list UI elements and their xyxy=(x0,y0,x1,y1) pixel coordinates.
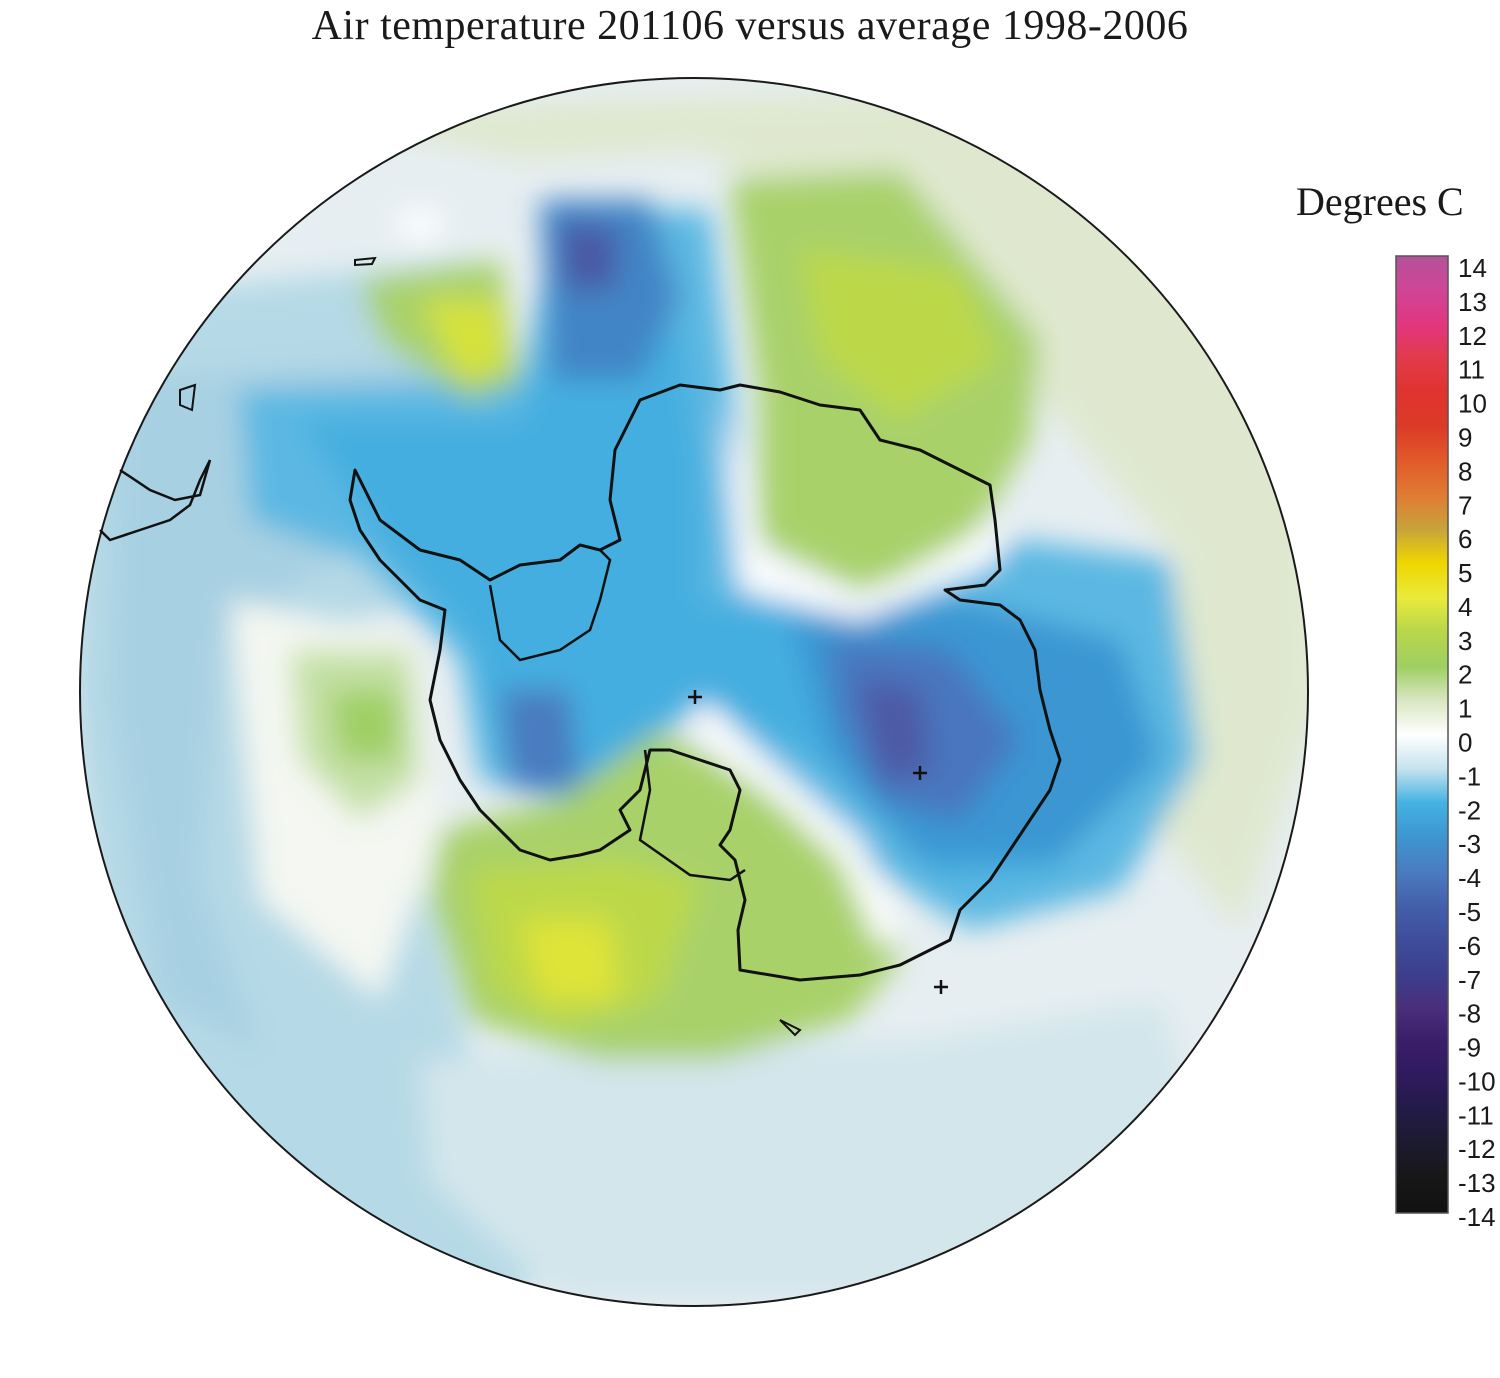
colorbar-tick-label: -7 xyxy=(1458,965,1481,995)
antarctica-coastline xyxy=(348,383,1062,982)
colorbar xyxy=(1395,255,1449,1214)
colorbar-tick-label: -10 xyxy=(1458,1066,1496,1096)
colorbar-tick-label: 1 xyxy=(1458,694,1472,724)
colorbar-tick-label: 8 xyxy=(1458,456,1472,486)
map-title: Air temperature 201106 versus average 19… xyxy=(311,3,1189,49)
colorbar-tick-label: -2 xyxy=(1458,795,1481,825)
ice-shelf-outline-2 xyxy=(638,749,746,882)
colorbar-tick-label: -5 xyxy=(1458,897,1481,927)
marker-station xyxy=(913,766,927,780)
colorbar-tick-label: -9 xyxy=(1458,1033,1481,1063)
colorbar-tick-label: -12 xyxy=(1458,1134,1496,1164)
map-boundary xyxy=(79,77,1309,1307)
island-outline xyxy=(779,1019,802,1037)
colorbar-tick-label: -4 xyxy=(1458,863,1481,893)
colorbar-tick-label: 6 xyxy=(1458,524,1472,554)
island-outline xyxy=(354,256,377,267)
island-outline xyxy=(179,383,197,412)
colorbar-tick-label: -3 xyxy=(1458,829,1481,859)
marker-station-2 xyxy=(934,980,948,994)
colorbar-ticks: 14131211109876543210-1-2-3-4-5-6-7-8-9-1… xyxy=(1458,253,1496,1232)
ice-shelf-outline xyxy=(488,549,612,662)
colorbar-tick-label: 7 xyxy=(1458,490,1472,520)
colorbar-tick-label: -14 xyxy=(1458,1202,1496,1232)
colorbar-tick-label: 14 xyxy=(1458,253,1487,283)
marker-south-pole xyxy=(688,690,702,704)
colorbar-tick-label: 5 xyxy=(1458,558,1472,588)
colorbar-tick-label: 10 xyxy=(1458,389,1487,419)
south-america-tip xyxy=(99,459,212,542)
colorbar-tick-label: -11 xyxy=(1458,1100,1494,1130)
colorbar-tick-label: 3 xyxy=(1458,626,1472,656)
colorbar-tick-label: 9 xyxy=(1458,422,1472,452)
colorbar-tick-label: 2 xyxy=(1458,660,1472,690)
colorbar-tick-label: 0 xyxy=(1458,728,1472,758)
colorbar-tick-label: -6 xyxy=(1458,931,1481,961)
colorbar-tick-label: -8 xyxy=(1458,999,1481,1029)
legend-title: Degrees C xyxy=(1296,179,1464,224)
colorbar-tick-label: 11 xyxy=(1458,355,1485,385)
colorbar-tick-label: 4 xyxy=(1458,592,1472,622)
colorbar-tick-label: 12 xyxy=(1458,321,1487,351)
colorbar-tick-label: 13 xyxy=(1458,287,1487,317)
colorbar-tick-label: -13 xyxy=(1458,1168,1496,1198)
colorbar-tick-label: -1 xyxy=(1458,761,1481,791)
